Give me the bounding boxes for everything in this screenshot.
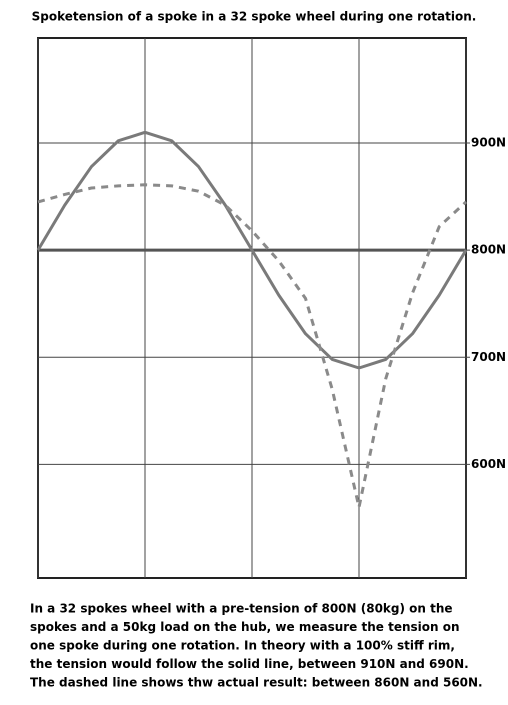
y-tick-label: 600N	[471, 457, 506, 471]
chart-title: Spoketension of a spoke in a 32 spoke wh…	[32, 10, 477, 24]
y-tick-label: 700N	[471, 350, 506, 364]
description-line: one spoke during one rotation. In theory…	[30, 639, 455, 653]
y-tick-label: 900N	[471, 136, 506, 150]
description-line: The dashed line shows thw actual result:…	[30, 676, 483, 690]
description-line: the tension would follow the solid line,…	[30, 657, 469, 671]
description-line: In a 32 spokes wheel with a pre-tension …	[30, 602, 453, 616]
y-tick-label: 800N	[471, 243, 506, 257]
series-line	[37, 183, 468, 509]
description-line: spokes and a 50kg load on the hub, we me…	[30, 620, 460, 634]
